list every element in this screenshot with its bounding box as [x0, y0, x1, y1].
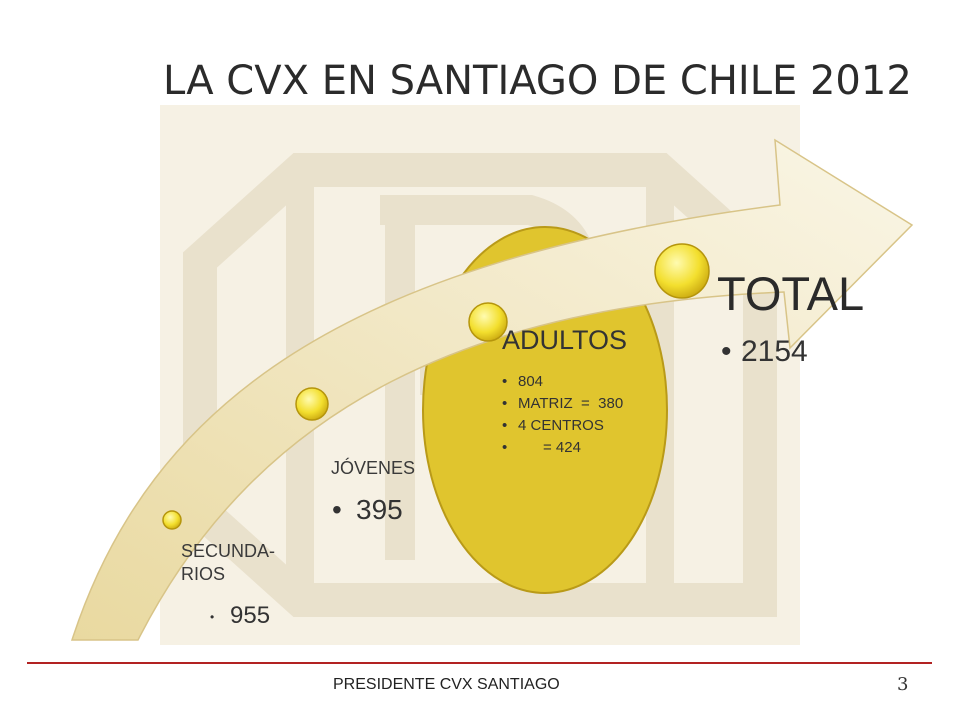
adultos-breakdown-list: 804 MATRIZ = 380 4 CENTROS = 424 [502, 371, 623, 459]
adultos-item: 804 [502, 371, 623, 393]
page-number: 3 [897, 674, 909, 695]
stage-label-secundarios: SECUNDA- RIOS [181, 541, 276, 584]
slide-title: LA CVX EN SANTIAGO DE CHILE 2012 [163, 58, 912, 104]
timeline-nodes [162, 243, 710, 530]
stage-label-adultos: ADULTOS [502, 325, 628, 355]
stage-label-total: TOTAL [717, 267, 865, 320]
node-total [654, 243, 710, 299]
adultos-item: 4 CENTROS [502, 415, 623, 437]
adultos-item: MATRIZ = 380 [502, 393, 623, 415]
stage-value-total: 2154 [721, 335, 808, 369]
footer-divider [27, 662, 932, 664]
stage-value-secundarios: 955 [210, 602, 270, 630]
stage-value-jovenes: 395 [332, 494, 403, 526]
node-secundarios [162, 510, 182, 530]
footer-text: PRESIDENTE CVX SANTIAGO [333, 676, 560, 693]
node-adultos [468, 302, 508, 342]
adultos-item: = 424 [502, 437, 623, 459]
stage-label-jovenes: JÓVENES [331, 458, 416, 478]
node-jovenes [295, 387, 329, 421]
